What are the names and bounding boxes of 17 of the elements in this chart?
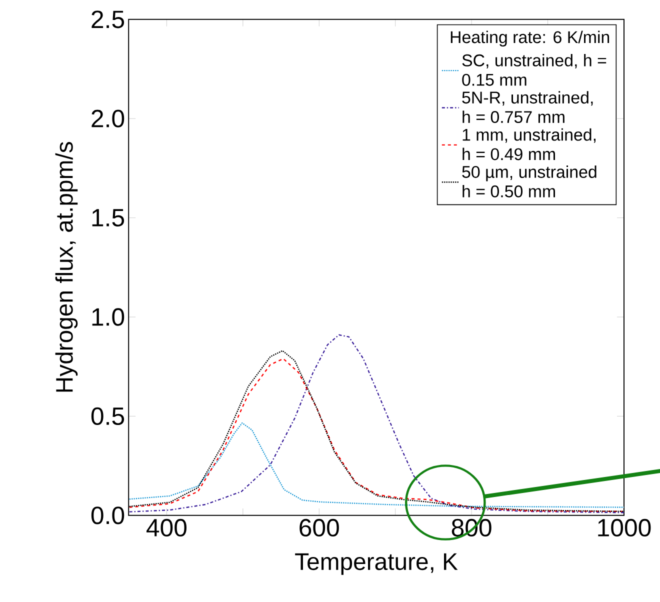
legend-label: 5N-R, unstrained, h = 0.757 mm	[462, 91, 593, 124]
legend-title: Heating rate: 6 K/min	[450, 30, 610, 47]
y-tick-label: 2.0	[92, 110, 124, 128]
x-axis-title: Temperature, K	[295, 553, 458, 575]
y-tick-label: 1.5	[92, 209, 124, 226]
x-tick-label: 1000	[598, 518, 651, 537]
y-tick-label: 0.5	[91, 407, 124, 426]
y-axis-title: Hydrogen flux, at.ppm/s	[55, 142, 78, 392]
y-tick-label: 1.0	[92, 308, 124, 326]
y-tick-label: 2.5	[92, 10, 124, 28]
legend-label: 1 mm, unstrained, h = 0.49 mm	[462, 128, 596, 160]
y-tick-label: 0.0	[91, 506, 124, 524]
line-series	[128, 422, 624, 508]
legend-label: SC, unstrained, h = 0.15 mm	[462, 54, 606, 86]
x-tick-label: 600	[300, 518, 339, 537]
x-tick-label: 400	[146, 518, 186, 537]
legend-label: 50 µm, unstrained h = 0.50 mm	[462, 166, 596, 198]
